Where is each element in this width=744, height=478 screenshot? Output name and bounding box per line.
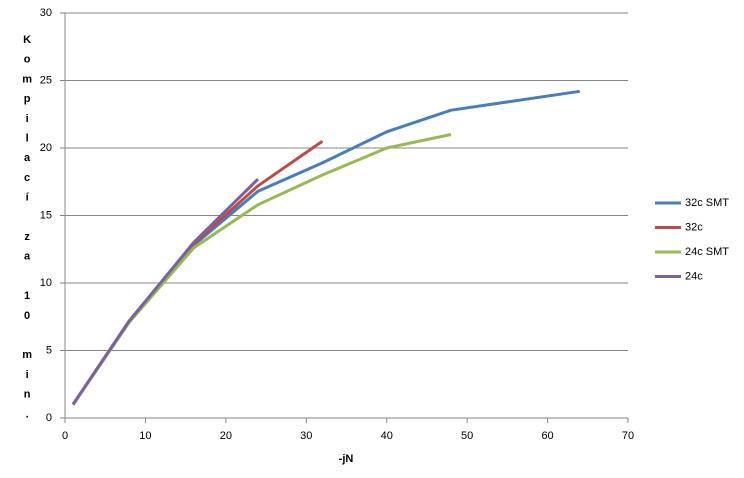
- series-line: [71, 89, 580, 406]
- y-tick-label: 20: [40, 142, 52, 154]
- y-tick-label: 10: [40, 277, 52, 289]
- x-axis-label: -jN: [339, 453, 354, 465]
- legend-label: 24c SMT: [685, 246, 729, 258]
- y-tick-label: 15: [40, 209, 52, 221]
- y-tick-label: 0: [46, 412, 52, 424]
- x-tick-label: 60: [541, 430, 553, 442]
- legend-label: 24c: [685, 270, 703, 282]
- x-tick-label: 10: [139, 430, 151, 442]
- series-line: [71, 133, 452, 406]
- x-tick-label: 70: [622, 430, 634, 442]
- x-tick-label: 40: [381, 430, 393, 442]
- x-tick-label: 30: [300, 430, 312, 442]
- legend-label: 32c: [685, 221, 703, 233]
- legend-label: 32c SMT: [685, 197, 729, 209]
- y-axis-label: Kompilací za 10 min.: [21, 34, 33, 428]
- x-tick-label: 0: [62, 430, 68, 442]
- series-line: [71, 177, 260, 406]
- y-tick-label: 30: [40, 7, 52, 19]
- x-tick-label: 20: [220, 430, 232, 442]
- y-tick-label: 25: [40, 74, 52, 86]
- x-tick-label: 50: [461, 430, 473, 442]
- y-tick-label: 5: [46, 344, 52, 356]
